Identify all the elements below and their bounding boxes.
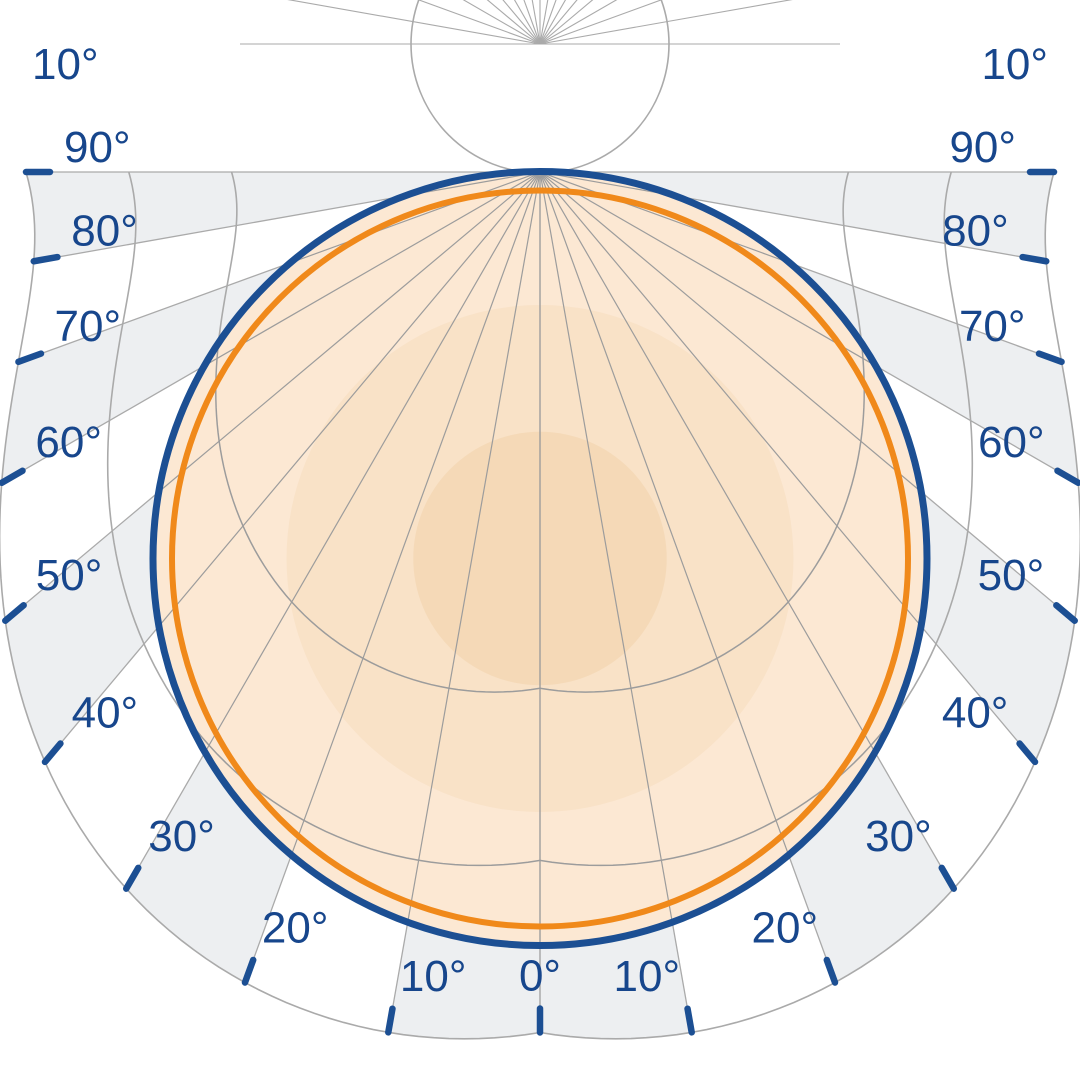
svg-text:10°: 10° bbox=[981, 40, 1048, 89]
svg-text:90°: 90° bbox=[949, 123, 1016, 172]
svg-text:0°: 0° bbox=[519, 952, 561, 1001]
svg-text:20°: 20° bbox=[752, 904, 819, 953]
svg-text:70°: 70° bbox=[55, 302, 122, 351]
svg-text:60°: 60° bbox=[35, 418, 102, 467]
svg-text:80°: 80° bbox=[942, 207, 1009, 256]
svg-text:70°: 70° bbox=[959, 302, 1026, 351]
svg-text:30°: 30° bbox=[865, 812, 932, 861]
svg-text:60°: 60° bbox=[978, 418, 1045, 467]
svg-text:20°: 20° bbox=[262, 904, 329, 953]
svg-text:10°: 10° bbox=[32, 40, 99, 89]
svg-text:10°: 10° bbox=[400, 952, 467, 1001]
svg-text:10°: 10° bbox=[614, 952, 681, 1001]
svg-text:90°: 90° bbox=[64, 123, 131, 172]
svg-text:30°: 30° bbox=[148, 812, 215, 861]
svg-text:50°: 50° bbox=[978, 551, 1045, 600]
svg-text:40°: 40° bbox=[942, 688, 1009, 737]
svg-text:40°: 40° bbox=[72, 688, 139, 737]
svg-text:50°: 50° bbox=[36, 551, 103, 600]
svg-text:80°: 80° bbox=[71, 207, 138, 256]
